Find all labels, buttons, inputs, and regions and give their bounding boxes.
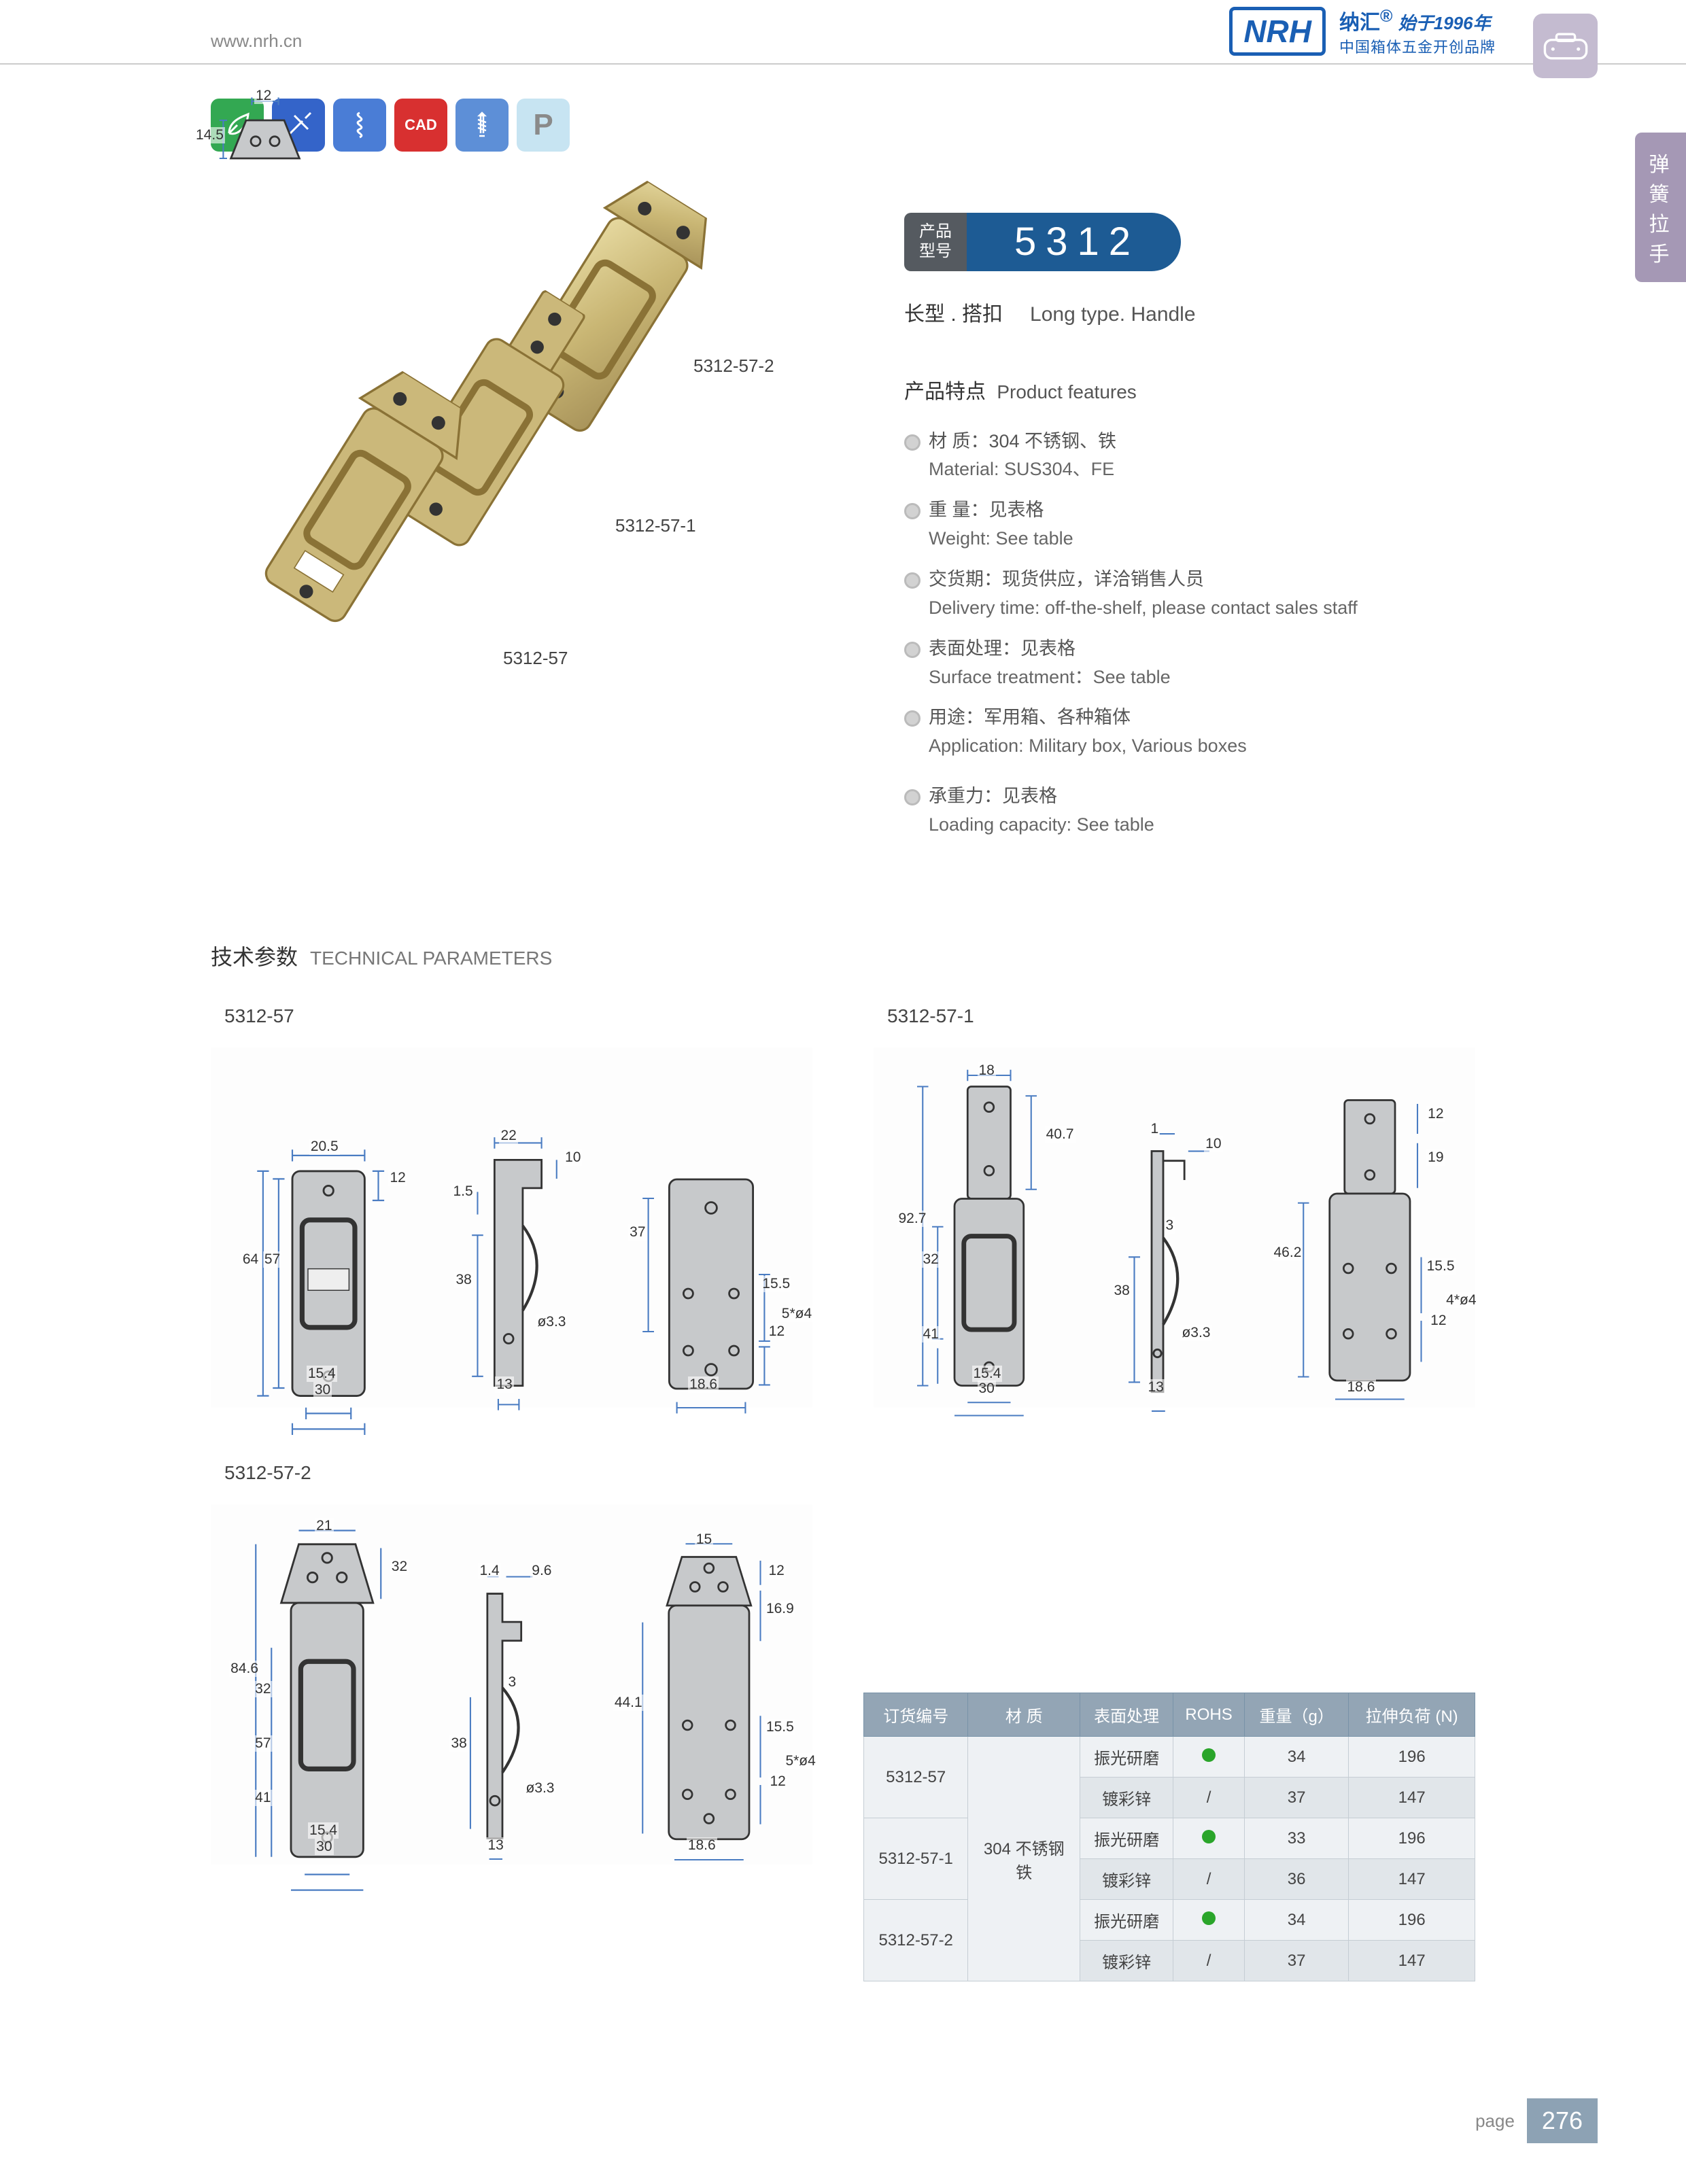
drawing-5312-57: 5312-57 12 14.5	[211, 1005, 812, 1408]
cad-icon: CAD	[394, 99, 447, 152]
model-row: 产品型号 5312	[904, 213, 1475, 271]
handle-icon	[1543, 29, 1589, 63]
table-row: 5312-57-2振光研磨34196	[864, 1900, 1475, 1941]
feature-item: 重 量：见表格Weight: See table	[904, 496, 1475, 553]
info-panel: 产品型号 5312 长型 . 搭扣Long type. Handle 产品特点 …	[904, 199, 1475, 852]
brand-cn: 纳汇	[1339, 12, 1380, 34]
th-material: 材 质	[968, 1693, 1080, 1737]
product-photo: 5312-57-2 5312-57-1 5312-57	[211, 199, 863, 689]
model-number: 5312	[967, 213, 1181, 271]
table-row: 5312-57-1振光研磨33196	[864, 1818, 1475, 1859]
page-label: page	[1475, 2111, 1515, 2132]
th-rohs: ROHS	[1173, 1693, 1245, 1737]
feature-item: 用途：军用箱、各种箱体Application: Military box, Va…	[904, 704, 1475, 761]
screw-icon	[455, 99, 509, 152]
th-surface: 表面处理	[1080, 1693, 1173, 1737]
drawing-5312-57-2: 5312-57-2	[211, 1462, 812, 1865]
th-load: 拉伸负荷 (N)	[1349, 1693, 1475, 1737]
feature-item: 承重力：见表格Loading capacity: See table	[904, 782, 1475, 839]
brand-since: 始于1996年	[1398, 13, 1491, 33]
website-url: www.nrh.cn	[211, 31, 302, 52]
p-icon: P	[517, 99, 570, 152]
table-row: 5312-57304 不锈钢 铁振光研磨34196	[864, 1737, 1475, 1778]
subtitle: 长型 . 搭扣Long type. Handle	[904, 297, 1475, 327]
rohs-dot-icon	[1202, 1830, 1216, 1843]
spring-icon	[333, 99, 386, 152]
page-header: www.nrh.cn NRH 纳汇® 始于1996年 中国箱体五金开创品牌	[0, 0, 1686, 65]
feature-item: 材 质：304 不锈钢、铁Material: SUS304、FE	[904, 428, 1475, 485]
brand-tagline: 中国箱体五金开创品牌	[1339, 35, 1496, 57]
tech-params-title: 技术参数TECHNICAL PARAMETERS	[211, 940, 1475, 971]
photo-label-0: 5312-57	[503, 648, 568, 669]
feature-item: 表面处理：见表格Surface treatment：See table	[904, 635, 1475, 692]
th-weight: 重量（g）	[1244, 1693, 1348, 1737]
th-code: 订货编号	[864, 1693, 968, 1737]
rohs-dot-icon	[1202, 1748, 1216, 1762]
model-label: 产品型号	[904, 213, 967, 271]
feature-list: 材 质：304 不锈钢、铁Material: SUS304、FE 重 量：见表格…	[904, 428, 1475, 839]
drawing-5312-57-1: 5312-57-1	[874, 1005, 1475, 1408]
page-footer: page 276	[1475, 2098, 1598, 2143]
feature-badges: CAD P	[211, 99, 1475, 152]
rohs-dot-icon	[1202, 1911, 1216, 1925]
feature-item: 交货期：现货供应，详洽销售人员Delivery time: off-the-sh…	[904, 566, 1475, 623]
photo-label-2: 5312-57-2	[693, 356, 774, 377]
photo-label-1: 5312-57-1	[615, 515, 696, 536]
spec-table: 订货编号 材 质 表面处理 ROHS 重量（g） 拉伸负荷 (N) 5312-5…	[863, 1693, 1475, 1981]
page-number: 276	[1527, 2098, 1598, 2143]
nrh-logo: NRH	[1229, 7, 1326, 56]
features-title: 产品特点 Product features	[904, 375, 1475, 404]
brand-text: 纳汇® 始于1996年 中国箱体五金开创品牌	[1339, 5, 1496, 57]
brand-block: NRH 纳汇® 始于1996年 中国箱体五金开创品牌	[1229, 5, 1496, 57]
